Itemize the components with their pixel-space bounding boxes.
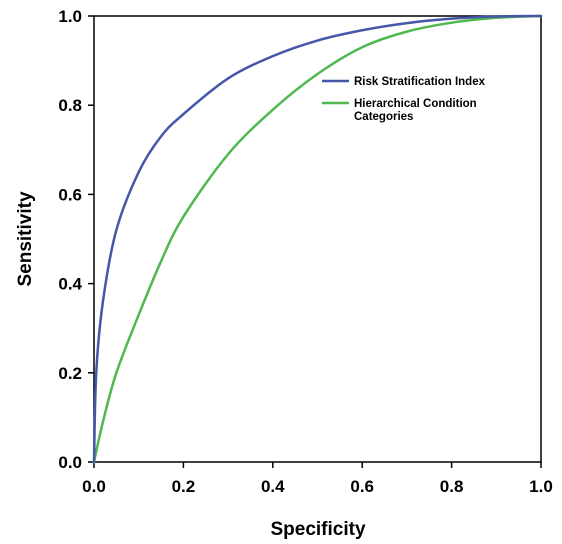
legend-label-1: Hierarchical Condition Categories [354,98,477,123]
y-tick-label: 0.8 [58,96,82,115]
y-tick-label: 0.2 [58,364,82,383]
x-tick-label: 0.4 [261,477,285,496]
y-tick-label: 0.6 [58,185,82,204]
x-tick-label: 0.8 [440,477,464,496]
legend: Risk Stratification Index Hierarchical Co… [322,76,486,123]
x-axis: 0.0 0.2 0.4 0.6 0.8 1.0 [82,462,553,496]
series-line-0 [92,14,543,464]
x-axis-title: Specificity [270,519,365,540]
series-line-1 [92,14,543,464]
y-tick-label: 0.4 [58,275,82,294]
x-tick-label: 1.0 [529,477,553,496]
y-axis: 0.0 0.2 0.4 0.6 0.8 1.0 [58,7,94,472]
x-tick-label: 0.2 [172,477,196,496]
legend-label-0: Risk Stratification Index [354,76,486,88]
y-tick-label: 0.0 [58,453,82,472]
y-tick-label: 1.0 [58,7,82,26]
x-tick-label: 0.0 [82,477,106,496]
y-axis-title: Sensitivity [15,191,36,286]
x-tick-label: 0.6 [350,477,374,496]
plot-frame [93,15,542,463]
series-layer [92,14,543,464]
